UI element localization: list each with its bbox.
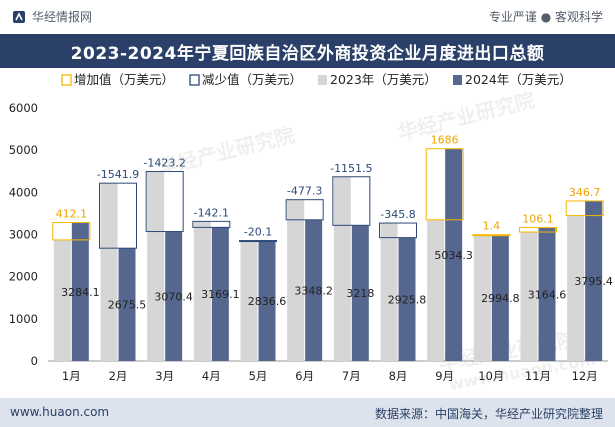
value-2024-label: 3164.6: [528, 288, 567, 301]
watermark-text: 华经产业研究院: [395, 88, 537, 145]
top-strip: 华经情报网 专业严谨 ● 客观科学: [0, 0, 615, 34]
x-tick-label: 9月: [435, 369, 454, 383]
x-tick-label: 12月: [572, 369, 598, 383]
change-value-label: -477.3: [287, 185, 322, 198]
value-2024-label: 2675.5: [108, 299, 147, 312]
change-value-label: 412.1: [56, 208, 88, 221]
decrease-box: [239, 240, 277, 243]
increase-box: [425, 148, 464, 221]
y-tick-label: 2000: [9, 270, 38, 284]
x-tick-label: 6月: [295, 369, 314, 383]
x-tick-label: 4月: [202, 369, 221, 383]
footer-url: www.huaon.com: [10, 405, 110, 419]
tagline: 专业严谨 ● 客观科学: [488, 10, 603, 24]
bar-2023: [287, 199, 305, 361]
legend-label-inc: 增加值（万美元）: [74, 72, 174, 87]
legend-swatch-inc: [61, 74, 72, 86]
bar-2024: [398, 237, 416, 361]
change-value-label: 346.7: [569, 186, 601, 199]
legend-label-dec: 减少值（万美元）: [202, 72, 302, 87]
bar-2023: [473, 234, 491, 361]
bar-2024: [351, 225, 369, 361]
change-value-label: -1423.2: [143, 157, 185, 170]
x-tick-label: 11月: [525, 369, 551, 383]
x-tick-label: 3月: [155, 369, 174, 383]
increase-box: [565, 200, 604, 217]
increase-box: [472, 234, 511, 237]
decrease-box: [145, 171, 184, 233]
value-2024-label: 2836.6: [248, 295, 287, 308]
value-2024-label: 2925.8: [388, 293, 427, 306]
value-2024-label: 3795.4: [574, 275, 613, 288]
bar-2023: [567, 215, 585, 361]
bar-2024: [258, 241, 276, 361]
value-2024-label: 3284.1: [61, 286, 100, 299]
bar-2024: [491, 234, 509, 361]
bar-2024: [305, 219, 323, 361]
legend-swatch-s0: [318, 75, 327, 85]
change-value-label: 1.4: [483, 220, 501, 233]
decrease-box: [192, 220, 231, 228]
x-tick-label: 2月: [109, 369, 128, 383]
bar-2023: [427, 219, 445, 361]
value-2024-label: 3348.2: [294, 284, 333, 297]
footer: www.huaon.com 数据来源：中国海关，华经产业研究院整理: [0, 398, 615, 427]
bar-2023: [147, 171, 165, 361]
legend-label-s1: 2024年（万美元）: [465, 72, 572, 87]
bar-2024: [165, 231, 183, 361]
brand-logo-icon: [13, 10, 25, 23]
x-tick-label: 1月: [62, 369, 81, 383]
bar-2023: [240, 240, 258, 361]
chart-title: 2023-2024年宁夏回族自治区外商投资企业月度进出口总额: [70, 43, 545, 64]
decrease-box: [379, 222, 417, 239]
value-2024-label: 3070.4: [154, 290, 193, 303]
increase-box: [52, 222, 91, 241]
legend-label-s0: 2023年（万美元）: [330, 72, 437, 87]
x-tick-label: 7月: [342, 369, 361, 383]
brand-name: 华经情报网: [32, 10, 93, 24]
bar-2024: [445, 148, 463, 361]
change-value-label: -345.8: [380, 208, 415, 221]
increase-box: [519, 227, 557, 233]
y-tick-label: 5000: [9, 143, 38, 157]
bar-2023: [53, 239, 71, 361]
y-tick-label: 3000: [9, 228, 38, 242]
bar-2023: [380, 223, 398, 361]
y-tick-label: 4000: [9, 185, 38, 199]
data-source: 数据来源：中国海关，华经产业研究院整理: [374, 407, 603, 421]
x-tick-label: 10月: [478, 369, 504, 383]
bar-2024: [71, 222, 89, 361]
y-tick-label: 6000: [9, 101, 38, 115]
change-value-label: -1541.9: [97, 168, 139, 181]
bar-2023: [193, 221, 211, 361]
value-2024-label: 5034.3: [434, 249, 473, 262]
x-tick-label: 8月: [389, 369, 408, 383]
title-bar: 2023-2024年宁夏回族自治区外商投资企业月度进出口总额: [0, 34, 615, 68]
change-value-label: 1686: [431, 134, 459, 147]
change-value-label: 106.1: [522, 213, 554, 226]
bar-2023: [100, 183, 118, 361]
change-value-label: -142.1: [194, 206, 229, 219]
legend-swatch-dec: [189, 74, 200, 86]
brand: 华经情报网: [12, 8, 92, 25]
legend-swatch-s1: [453, 75, 462, 85]
decrease-box: [99, 182, 137, 249]
change-value-label: -20.1: [244, 226, 272, 239]
value-2024-label: 3169.1: [201, 288, 240, 301]
decrease-box: [285, 199, 324, 221]
value-2024-label: 2994.8: [481, 292, 520, 305]
decrease-box: [332, 176, 371, 226]
y-tick-label: 0: [31, 354, 38, 368]
bar-2024: [211, 227, 229, 361]
bar-2023: [333, 176, 351, 361]
bar-2023: [520, 232, 538, 361]
bar-2024: [585, 200, 603, 361]
change-value-label: -1151.5: [330, 162, 372, 175]
bar-2024: [538, 227, 556, 361]
bar-2024: [118, 248, 136, 361]
value-2024-label: 3218: [346, 287, 374, 300]
x-tick-label: 5月: [249, 369, 268, 383]
y-tick-label: 1000: [9, 312, 38, 326]
